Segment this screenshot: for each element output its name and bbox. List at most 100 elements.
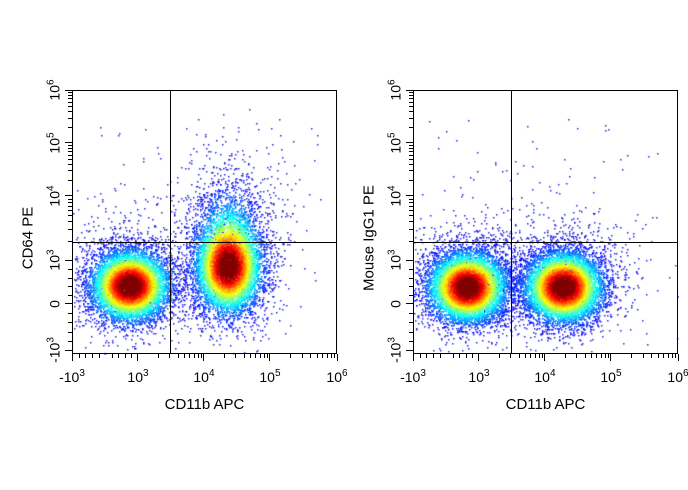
tick-exponent: 5 <box>45 132 57 138</box>
x-minor-tick <box>465 354 467 358</box>
x-major-tick <box>412 354 414 361</box>
x-minor-tick <box>663 354 665 358</box>
y-minor-tick <box>409 92 413 94</box>
y-minor-tick <box>68 229 72 231</box>
tick-exponent: 5 <box>615 368 622 379</box>
y-major-tick <box>65 142 72 144</box>
x-tick-label: 105 <box>259 368 280 385</box>
x-tick-label: -103 <box>59 368 85 385</box>
y-minor-tick <box>409 331 413 333</box>
y-minor-tick <box>409 105 413 107</box>
y-axis-label: CD64 PE <box>19 206 37 270</box>
y-minor-tick <box>68 170 72 172</box>
x-minor-tick <box>301 354 303 358</box>
y-minor-tick <box>409 101 413 103</box>
tick-exponent: 4 <box>386 185 398 191</box>
x-minor-tick <box>510 354 512 358</box>
y-minor-tick <box>68 322 72 324</box>
y-minor-tick <box>409 126 413 128</box>
tick-exponent: 3 <box>420 368 426 379</box>
x-minor-tick <box>111 354 113 358</box>
tick-exponent: 5 <box>386 132 398 138</box>
x-minor-tick <box>607 354 609 358</box>
x-minor-tick <box>124 354 126 358</box>
y-minor-tick <box>68 277 72 279</box>
tick-base: 10 <box>46 190 63 207</box>
x-minor-tick <box>591 354 593 358</box>
x-major-tick <box>71 354 73 361</box>
x-minor-tick <box>98 354 100 358</box>
x-minor-tick <box>419 354 421 358</box>
y-tick-label: 103 <box>46 249 63 270</box>
x-minor-tick <box>459 354 461 358</box>
y-minor-tick <box>68 105 72 107</box>
x-minor-tick <box>263 354 265 358</box>
y-minor-tick <box>68 221 72 223</box>
x-minor-tick <box>432 354 434 358</box>
y-axis-label: Mouse IgG1 PE <box>360 184 378 291</box>
y-major-tick <box>406 142 413 144</box>
x-minor-tick <box>310 354 312 358</box>
tick-exponent: 4 <box>549 368 556 379</box>
y-major-tick <box>65 259 72 261</box>
y-major-tick <box>65 195 72 197</box>
tick-base: 10 <box>468 369 484 385</box>
tick-base: 0 <box>387 299 404 308</box>
x-minor-tick <box>200 354 202 358</box>
tick-exponent: 4 <box>208 368 215 379</box>
x-major-tick <box>677 354 679 361</box>
y-tick-label: 106 <box>46 79 63 100</box>
tick-base: -10 <box>46 342 63 363</box>
tick-exponent: 6 <box>683 368 688 379</box>
y-minor-tick <box>409 221 413 223</box>
y-major-tick <box>406 195 413 197</box>
x-minor-tick <box>193 354 195 358</box>
tick-base: 10 <box>127 369 143 385</box>
tick-exponent: 5 <box>274 368 281 379</box>
y-minor-tick <box>409 322 413 324</box>
x-minor-tick <box>243 354 245 358</box>
y-minor-tick <box>68 154 72 156</box>
y-minor-tick <box>409 95 413 97</box>
y-minor-tick <box>68 313 72 315</box>
y-minor-tick <box>68 209 72 211</box>
x-minor-tick <box>452 354 454 358</box>
x-minor-tick <box>290 354 292 358</box>
x-minor-tick <box>564 354 566 358</box>
tick-base: 10 <box>534 369 550 385</box>
tick-base: 10 <box>326 369 343 385</box>
x-axis-label: CD11b APC <box>505 396 586 413</box>
x-minor-tick <box>235 354 237 358</box>
x-tick-label: 106 <box>326 368 347 385</box>
x-minor-tick <box>576 354 578 358</box>
y-tick-label: 103 <box>387 249 404 270</box>
y-minor-tick <box>409 286 413 288</box>
x-tick-label: 106 <box>667 368 688 385</box>
x-minor-tick <box>642 354 644 358</box>
x-minor-tick <box>426 354 428 358</box>
y-minor-tick <box>68 340 72 342</box>
y-minor-tick <box>68 268 72 270</box>
x-minor-tick <box>600 354 602 358</box>
y-minor-tick <box>68 214 72 216</box>
x-tick-label: 104 <box>534 368 555 385</box>
tick-base: 10 <box>387 190 404 207</box>
tick-base: 10 <box>193 369 209 385</box>
y-minor-tick <box>409 179 413 181</box>
y-minor-tick <box>409 240 413 242</box>
x-minor-tick <box>525 354 527 358</box>
x-minor-tick <box>184 354 186 358</box>
x-major-tick <box>544 354 546 361</box>
x-minor-tick <box>541 354 543 358</box>
x-minor-tick <box>326 354 328 358</box>
x-minor-tick <box>78 354 80 358</box>
y-tick-label: 104 <box>387 185 404 206</box>
density-points <box>414 91 679 355</box>
tick-base: -10 <box>400 369 421 385</box>
y-minor-tick <box>409 277 413 279</box>
tick-base: 10 <box>259 369 275 385</box>
y-minor-tick <box>409 145 413 147</box>
y-minor-tick <box>409 163 413 165</box>
y-minor-tick <box>68 179 72 181</box>
tick-base: -10 <box>59 369 80 385</box>
